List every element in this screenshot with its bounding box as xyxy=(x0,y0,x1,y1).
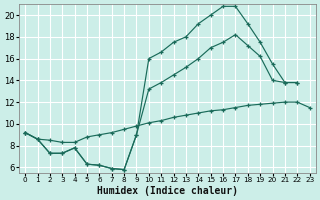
X-axis label: Humidex (Indice chaleur): Humidex (Indice chaleur) xyxy=(97,186,238,196)
